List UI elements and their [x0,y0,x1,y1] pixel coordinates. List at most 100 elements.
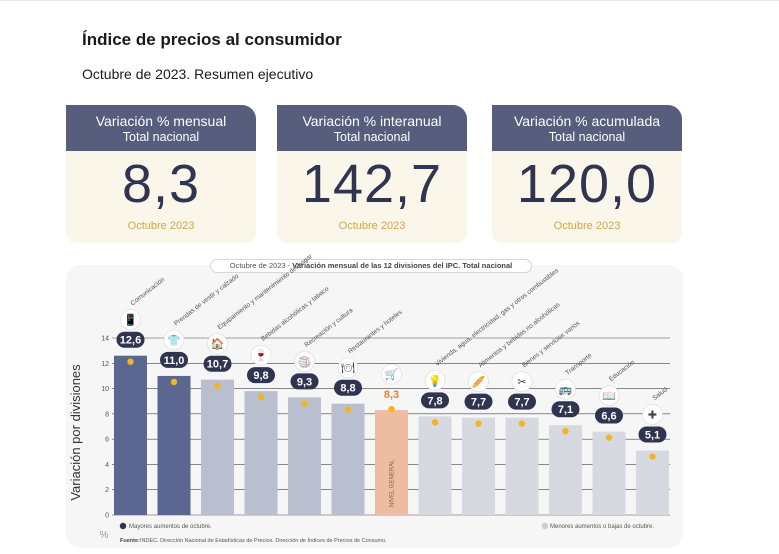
value-bubble [508,393,536,410]
card-value: 142,7 [301,154,443,214]
basket-icon: 🛒 [385,368,399,381]
value-label: 7,7 [514,397,529,409]
value-bubble [334,379,362,396]
value-bubble [638,426,667,443]
phone-icon: 📱 [124,314,138,327]
bar-marker [257,393,265,401]
card-value: 8,3 [121,154,201,214]
icon-bg [294,351,315,372]
value-bubble [160,351,188,368]
bar-marker [431,419,439,426]
bar-marker [518,420,526,427]
card-monthly: Variación % mensual Total nacional 8,3 O… [66,105,256,243]
legend-dot-menor [541,522,549,530]
value-bubble [203,355,232,372]
bar [157,375,191,515]
bar-marker [388,405,395,413]
card-cumulative: Variación % acumulada Total nacional 120… [492,105,682,243]
bar [201,379,234,515]
value-label: 8,8 [340,383,355,395]
value-bubble [247,367,275,384]
value-label: 10,7 [207,359,228,371]
bar-marker [127,358,134,365]
chart-caption: Octubre de 2023 - Variación mensual de l… [210,259,532,273]
bar-marker [301,400,308,407]
value-bubble [595,407,623,424]
card-value: 120,0 [516,154,658,214]
value-label: 7,7 [471,397,486,409]
bar [549,425,582,515]
value-label: 5,1 [645,430,660,442]
chart-caption-text: Variación mensual de las 12 divisiones d… [292,261,513,270]
category-label: Equipamiento y mantenimiento del hogar [216,253,314,332]
bar-marker [214,382,221,389]
bar [636,450,669,515]
bar-marker [605,434,613,441]
icon-bg [381,363,402,385]
card-body: 120,0 Octubre 2023 [492,151,682,243]
top-divider [0,0,779,1]
value-label: 11,0 [164,355,185,367]
y-tick-label: 4 [105,462,109,469]
y-tick-label: 8 [105,411,109,418]
y-tick-label: 0 [105,513,109,520]
bar [505,417,539,515]
bar [375,410,408,515]
legend-dot-mayor [119,522,127,530]
card-sublabel: Total nacional [122,130,200,144]
icon-bg [555,378,576,400]
category-label: Recreación y cultura [303,307,354,349]
health-cross-icon: ✚ [648,409,657,422]
legend-mayor-label: Mayores aumentos de octubre. [129,524,212,530]
bar-marker [344,406,352,413]
category-label: Educación [608,359,637,383]
value-bubble [116,331,145,348]
bar [592,431,626,515]
icon-bg [468,371,489,392]
icon-bg [598,385,620,406]
bar-marker [649,453,656,460]
value-label: 12,6 [120,335,141,347]
value-label: 7,8 [427,395,442,407]
card-header: Variación % acumulada Total nacional [492,105,682,151]
chart-caption-prefix: Octubre de 2023 - [229,261,293,270]
y-unit-label: % [100,530,109,541]
book-icon: 📖 [602,390,616,403]
card-label: Variación % mensual [95,113,227,129]
icon-bg [424,370,446,391]
y-tick-label: 10 [101,386,109,393]
bar [244,391,278,515]
cutlery-icon: 🍽 [341,362,355,375]
card-header: Variación % mensual Total nacional [66,105,256,151]
general-level-label: NIVEL GENERAL [390,459,396,507]
icon-bg [163,329,185,351]
value-label: 9,3 [297,376,312,388]
bar [331,403,365,515]
value-label: 6,6 [601,411,616,423]
category-label: Comunicación [129,276,166,307]
card-label: Variación % interanual [302,113,442,129]
bulb-icon: 💡 [428,374,442,387]
y-tick-label: 2 [105,487,109,494]
value-label: 8,3 [384,389,399,401]
shirt-icon: 👕 [167,334,181,347]
ball-icon: 🏐 [298,355,312,368]
bar [462,417,495,515]
bar [288,397,321,515]
card-body: 8,3 Octubre 2023 [66,151,256,243]
value-bubble [464,393,493,410]
bar-marker [562,428,569,435]
icon-bg [250,344,272,366]
y-tick-label: 6 [105,437,109,444]
y-axis-label: Variación por divisiones [68,364,83,501]
y-tick-label: 12 [101,361,109,368]
card-sublabel: Total nacional [548,130,626,144]
y-tick-label: 14 [101,336,109,343]
bar-marker [475,420,482,427]
legend-menor-label: Menores aumentos o bajas de octubre. [550,524,654,530]
bar-marker [170,378,178,386]
source-text: INDEC. Dirección Nacional de Estadística… [140,537,387,544]
card-date: Octubre 2023 [127,220,195,232]
card-date: Octubre 2023 [553,220,621,232]
